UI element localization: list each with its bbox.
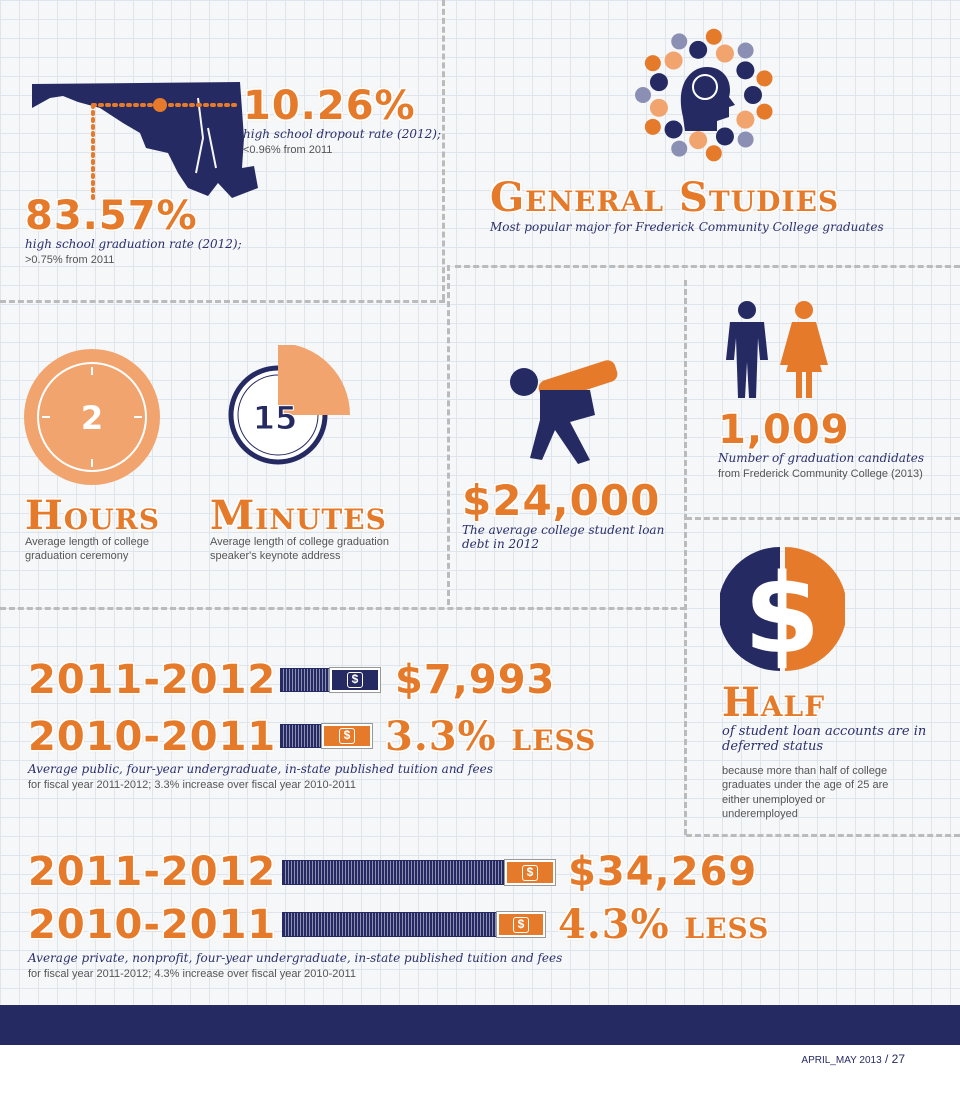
public-year-1: 2011-2012	[28, 657, 277, 703]
footer-band	[0, 1005, 960, 1045]
dropout-rate-value: 10.26%	[243, 83, 416, 129]
candidates-sub: from Frederick Community College (2013)	[718, 468, 923, 480]
divider	[684, 280, 687, 835]
debt-caption: The average college student loan debt in…	[462, 523, 665, 551]
subject-icon	[737, 131, 754, 148]
graduation-rate-caption: high school graduation rate (2012);	[25, 237, 242, 251]
private-value-2: 4.3% less	[558, 901, 770, 948]
subject-icon	[744, 86, 762, 104]
subject-icon	[705, 28, 722, 45]
subject-icon	[736, 61, 755, 80]
major-caption: Most popular major for Frederick Communi…	[490, 220, 884, 234]
private-year-2: 2010-2011	[28, 902, 277, 948]
subject-icon	[644, 118, 661, 135]
dollar-symbol: $	[744, 550, 821, 672]
stopwatch-icon: 15	[228, 345, 350, 465]
half-title: Half	[722, 679, 826, 726]
private-bar-2	[282, 912, 497, 937]
dollar-bill-icon: $	[321, 723, 373, 749]
dollar-bill-icon: $	[504, 859, 556, 886]
private-caption: Average private, nonprofit, four-year un…	[28, 951, 563, 965]
public-sub: for fiscal year 2011-2012; 3.3% increase…	[28, 779, 356, 791]
dollar-bill-icon: $	[329, 667, 381, 693]
subject-icon	[635, 87, 651, 103]
major-title: General Studies	[490, 174, 840, 221]
half-dollar-coin-icon: $	[720, 547, 845, 672]
public-value-2: 3.3% less	[385, 713, 597, 760]
dollar-bill-icon: $	[496, 911, 546, 938]
clock-icon: 2	[24, 349, 160, 485]
subject-icon	[649, 98, 668, 117]
divider	[455, 265, 960, 268]
candidates-caption: Number of graduation candidates	[718, 451, 925, 465]
footer-area: APRIL_MAY 2013 / 27	[0, 1045, 960, 1094]
minutes-title: Minutes	[210, 492, 387, 539]
person-carrying-load-icon	[510, 360, 618, 464]
public-bar-2	[280, 724, 322, 748]
subject-icon	[664, 51, 683, 70]
hours-caption: Average length of college graduation cer…	[25, 536, 149, 563]
subject-icon	[644, 55, 661, 72]
maryland-map-icon	[32, 82, 258, 200]
divider	[686, 517, 960, 520]
elapsed-time-wedge	[278, 345, 350, 415]
divider	[686, 834, 960, 837]
subject-icon	[756, 103, 773, 120]
hours-title: Hours	[25, 492, 161, 539]
subject-icon	[715, 44, 734, 63]
minutes-number: 15	[253, 399, 298, 437]
subject-icon	[671, 140, 688, 157]
graduates-man-woman-icon	[726, 301, 828, 398]
subject-icon	[649, 73, 668, 92]
divider	[0, 300, 445, 303]
subject-icon	[737, 42, 754, 59]
subject-icon	[756, 70, 773, 87]
private-value-1: $34,269	[568, 849, 758, 895]
divider	[447, 265, 450, 605]
debt-value: $24,000	[462, 476, 661, 525]
public-caption: Average public, four-year undergraduate,…	[28, 762, 493, 776]
subject-icon	[689, 131, 708, 150]
public-year-2: 2010-2011	[28, 714, 277, 760]
graduation-rate-value: 83.57%	[25, 193, 198, 239]
subject-icon	[705, 145, 722, 162]
public-bar-1	[280, 668, 330, 692]
subject-icon	[715, 127, 734, 146]
issue-date: APRIL_MAY 2013	[801, 1055, 882, 1066]
private-bar-1	[282, 860, 505, 885]
dropout-rate-sub: <0.96% from 2011	[243, 144, 333, 156]
half-caption: of student loan accounts are in deferred…	[722, 724, 927, 754]
half-sub: because more than half of college gradua…	[722, 765, 889, 820]
private-sub: for fiscal year 2011-2012; 4.3% increase…	[28, 968, 356, 980]
graduation-rate-sub: >0.75% from 2011	[25, 254, 115, 266]
subject-icon	[671, 33, 688, 50]
subjects-head-icon-cluster	[635, 28, 773, 162]
hours-number: 2	[81, 399, 103, 437]
minutes-caption: Average length of college graduation spe…	[210, 536, 389, 563]
divider	[0, 607, 686, 610]
dropout-rate-caption: high school dropout rate (2012);	[243, 127, 441, 141]
public-value-1: $7,993	[395, 657, 556, 703]
private-year-1: 2011-2012	[28, 849, 277, 895]
divider	[442, 0, 445, 300]
subject-icon	[689, 40, 708, 59]
page-number: / 27	[884, 1052, 905, 1066]
candidates-value: 1,009	[718, 407, 850, 453]
subject-icon	[664, 120, 683, 139]
subject-icon	[736, 110, 755, 129]
